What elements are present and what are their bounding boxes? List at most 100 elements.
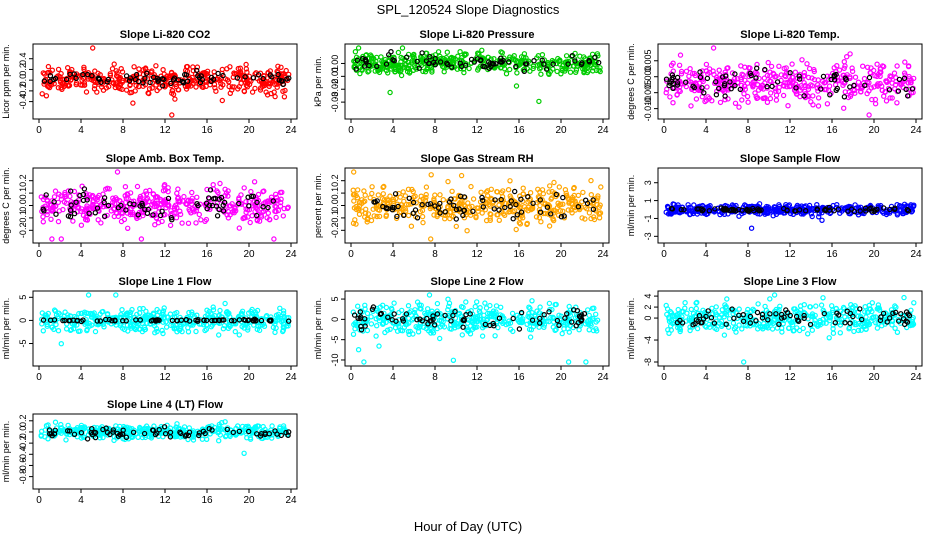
data-point [507, 66, 513, 73]
data-point [119, 69, 126, 75]
data-point [354, 194, 361, 201]
y-axis-label: percent per min. [313, 173, 323, 238]
data-point [273, 325, 279, 331]
data-point [113, 68, 119, 74]
data-point [487, 215, 493, 221]
data-point [716, 67, 722, 73]
data-point [507, 193, 513, 199]
data-point [271, 74, 277, 80]
data-point [55, 218, 62, 225]
data-point [767, 95, 774, 102]
data-point [89, 72, 95, 79]
data-point [513, 83, 520, 89]
data-point [79, 82, 85, 88]
data-point [886, 87, 893, 93]
data-point [721, 332, 728, 338]
data-point [177, 211, 184, 218]
x-tick-label: 12 [159, 125, 171, 136]
data-point [699, 85, 705, 91]
data-point [119, 86, 125, 93]
data-point [586, 327, 592, 333]
data-point [510, 208, 516, 215]
data-point [550, 61, 556, 67]
data-point [824, 101, 831, 107]
data-point [664, 86, 670, 92]
data-point [741, 91, 747, 97]
data-point [63, 200, 70, 206]
data-point [537, 304, 543, 310]
data-point [551, 179, 557, 186]
data-point [697, 69, 703, 75]
data-point [493, 61, 499, 67]
data-point [521, 54, 527, 61]
data-point [186, 206, 192, 213]
data-point [362, 192, 368, 198]
y-axis-label: degrees C per min. [1, 167, 11, 244]
data-point [216, 206, 222, 213]
data-point [173, 214, 180, 221]
data-point [81, 64, 87, 71]
data-point [509, 310, 516, 317]
data-point [281, 94, 288, 100]
data-point [677, 52, 684, 58]
data-point [774, 79, 781, 85]
data-point [437, 59, 444, 65]
data-point [742, 86, 749, 92]
x-tick-label: 24 [285, 495, 297, 506]
x-tick-label: 20 [243, 125, 255, 136]
data-point [61, 76, 68, 83]
data-point [181, 193, 187, 200]
x-tick-label: 4 [703, 125, 709, 136]
data-point [205, 195, 212, 201]
data-point [596, 211, 603, 217]
data-point [210, 304, 216, 310]
data-point [516, 62, 522, 69]
data-point [507, 208, 513, 215]
data-point [254, 199, 260, 206]
data-point [243, 61, 249, 68]
data-point [905, 93, 911, 99]
series-selected [41, 67, 292, 89]
data-point [400, 189, 406, 195]
data-point [359, 200, 365, 207]
chart-panel-4: Slope Amb. Box Temp.degrees C per min.0 4… [1, 153, 298, 260]
data-point [118, 218, 125, 225]
data-point [727, 79, 733, 85]
data-point [849, 68, 856, 75]
data-point [51, 199, 57, 205]
x-tick-label: 4 [78, 125, 84, 136]
data-point [67, 188, 74, 194]
data-point [119, 307, 125, 313]
data-point [592, 54, 598, 61]
data-point [410, 67, 417, 74]
data-point [801, 69, 808, 76]
data-point [390, 196, 397, 203]
data-point [720, 87, 726, 94]
data-point [438, 55, 444, 62]
data-point [500, 188, 506, 194]
data-point [125, 195, 131, 202]
data-point [887, 95, 893, 101]
y-tick-label: 0.0 [18, 74, 28, 87]
data-point [113, 73, 120, 79]
data-point [862, 82, 868, 89]
y-tick-label: 0.00 [330, 55, 340, 73]
data-point [241, 214, 247, 221]
data-point [373, 333, 379, 339]
data-point [473, 214, 479, 221]
data-point [520, 185, 526, 191]
data-point [830, 330, 837, 336]
data-point [368, 55, 375, 61]
data-point [713, 304, 719, 310]
y-tick-label: -0.005 [643, 80, 653, 106]
x-tick-label: 12 [784, 372, 796, 383]
data-point [844, 54, 850, 60]
data-point [810, 102, 816, 108]
data-point [864, 64, 871, 71]
data-point [169, 88, 176, 94]
data-point [736, 213, 742, 219]
data-point [778, 72, 785, 78]
data-point [41, 71, 48, 77]
data-point [84, 194, 90, 201]
